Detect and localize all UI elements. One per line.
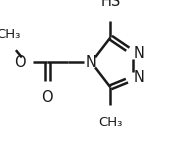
Text: N: N (133, 46, 144, 61)
Text: CH₃: CH₃ (98, 116, 122, 129)
Text: O: O (41, 90, 53, 105)
Text: HS: HS (100, 0, 121, 9)
Text: N: N (86, 55, 97, 70)
Text: N: N (133, 71, 144, 85)
Text: O: O (14, 55, 26, 70)
Text: CH₃: CH₃ (0, 28, 21, 41)
